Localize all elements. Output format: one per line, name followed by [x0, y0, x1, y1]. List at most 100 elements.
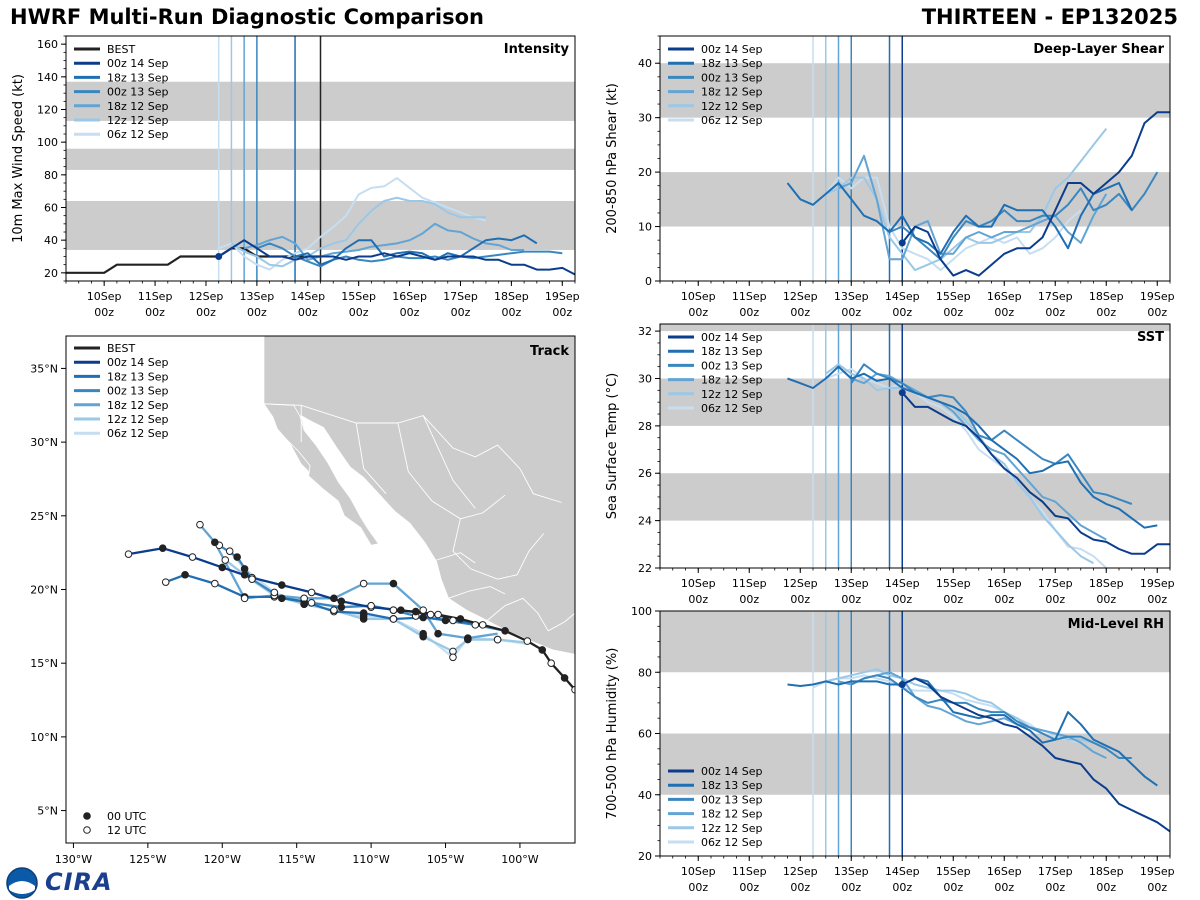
marker-12utc	[523, 637, 532, 645]
forecast-track	[199, 523, 498, 640]
shear-panel: 0 10 20 30 40 10Sep 00z 11Sep 00z 12Sep 00z 13Sep 00…	[605, 35, 1175, 319]
y-tick-label: 0	[645, 275, 652, 288]
marker-00utc	[411, 607, 420, 616]
x-tick-sublabel: 00z	[841, 593, 861, 606]
x-tick-label: 16Sep	[987, 865, 1022, 878]
intensity-panel: 20 40 60 80 100 120 140 160 10Sep 00z 11Sep 00z 12Se…	[11, 35, 580, 319]
x-tick-sublabel: 00z	[688, 593, 708, 606]
series-line	[838, 671, 1107, 759]
x-tick-label: 12Sep	[783, 577, 818, 590]
legend-label: 06z 12 Sep	[701, 402, 763, 415]
y-tick-label: 22	[638, 562, 652, 575]
x-tick-label: 19Sep	[545, 290, 580, 303]
marker-00utc	[419, 613, 427, 622]
marker-legend-symbol	[83, 826, 91, 834]
x-tick-label: 10Sep	[87, 290, 122, 303]
marker-12utc	[307, 598, 316, 607]
y-axis-label: 10m Max Wind Speed (kt)	[11, 74, 26, 243]
marker-12utc	[221, 556, 230, 564]
marker-12utc	[225, 547, 234, 555]
marker-00utc	[158, 544, 167, 553]
y-tick-label: 60	[44, 202, 58, 215]
x-tick-label: 17Sep	[1038, 865, 1073, 878]
marker-12utc	[124, 550, 133, 558]
x-tick-sublabel: 00z	[943, 306, 963, 319]
legend-label: 00z 14 Sep	[701, 43, 763, 56]
marker-12utc	[426, 610, 435, 619]
threshold-band	[660, 611, 1170, 673]
marker-12utc	[389, 615, 398, 623]
marker-12utc	[359, 579, 368, 588]
marker-00utc	[240, 565, 249, 573]
x-tick-label: 17Sep	[1038, 577, 1073, 590]
x-tick-sublabel: 00z	[739, 881, 759, 894]
marker-12utc	[449, 616, 457, 625]
marker-12utc	[307, 588, 316, 597]
page-title: HWRF Multi-Run Diagnostic Comparison	[10, 5, 485, 29]
state-border	[355, 422, 387, 494]
x-tick-sublabel: 00z	[739, 593, 759, 606]
x-tick-sublabel: 00z	[841, 881, 861, 894]
y-tick-label: 20	[638, 166, 652, 179]
x-tick-sublabel: 00z	[196, 306, 216, 319]
y-tick-label: 80	[638, 666, 652, 679]
legend-label: 18z 13 Sep	[701, 57, 763, 70]
y-tick-label: 24	[638, 515, 652, 528]
marker-12utc	[367, 601, 375, 610]
x-tick-label: 17Sep	[443, 290, 478, 303]
legend-label: 06z 12 Sep	[701, 114, 763, 127]
x-tick-sublabel: 00z	[688, 881, 708, 894]
series-line	[218, 177, 487, 271]
x-tick-label: 18Sep	[494, 290, 529, 303]
track-map-area	[66, 336, 575, 843]
marker-12utc	[471, 621, 480, 629]
threshold-band	[660, 733, 1170, 795]
state-border	[448, 586, 506, 599]
marker-00utc	[181, 570, 189, 579]
legend-label: 18z 12 Sep	[701, 86, 763, 99]
marker-12utc	[196, 520, 204, 529]
x-tick-sublabel: 00z	[790, 593, 810, 606]
x-tick-label: 12Sep	[783, 290, 818, 303]
series-line	[901, 677, 1170, 833]
y-tick-label: 40	[638, 789, 652, 802]
x-tick-sublabel: 00z	[892, 306, 912, 319]
x-tick-sublabel: 00z	[552, 306, 572, 319]
x-tick-label: 11Sep	[138, 290, 173, 303]
marker-legend-label: 12 UTC	[107, 824, 147, 837]
shear-plot-area	[660, 36, 1170, 281]
marker-12utc	[571, 685, 575, 694]
x-tick-label: 13Sep	[834, 577, 869, 590]
baja-peninsula	[263, 403, 380, 546]
marker-00utc	[456, 615, 465, 623]
x-tick-sublabel: 00z	[1147, 881, 1167, 894]
lon-tick-label: 105°W	[427, 853, 464, 866]
x-tick-sublabel: 00z	[943, 881, 963, 894]
state-border	[263, 403, 562, 503]
x-tick-label: 16Sep	[392, 290, 427, 303]
x-tick-sublabel: 00z	[739, 306, 759, 319]
lon-tick-label: 120°W	[204, 853, 241, 866]
marker-12utc	[419, 606, 427, 614]
series-line	[825, 363, 1094, 565]
x-tick-label: 15Sep	[341, 290, 376, 303]
x-tick-sublabel: 00z	[892, 881, 912, 894]
marker-00utc	[560, 674, 569, 682]
y-tick-label: 26	[638, 467, 652, 480]
x-tick-label: 16Sep	[987, 577, 1022, 590]
y-tick-label: 40	[638, 57, 652, 70]
lat-tick-label: 15°N	[30, 657, 58, 670]
rh-plot-area	[660, 611, 1170, 856]
marker-00utc	[278, 594, 286, 603]
marker-12utc	[188, 553, 197, 561]
marker-12utc	[248, 575, 256, 583]
x-tick-label: 13Sep	[240, 290, 275, 303]
legend-label: 06z 12 Sep	[107, 427, 169, 440]
rh-panel: 20 40 60 80 100 10Sep 00z 11Sep 00z 12Sep 00z 13Sep…	[605, 605, 1175, 894]
y-tick-label: 160	[37, 38, 58, 51]
marker-12utc	[270, 588, 279, 597]
x-tick-label: 10Sep	[681, 577, 716, 590]
forecast-track	[165, 573, 483, 627]
marker-00utc	[211, 538, 219, 547]
marker-12utc	[389, 606, 398, 614]
